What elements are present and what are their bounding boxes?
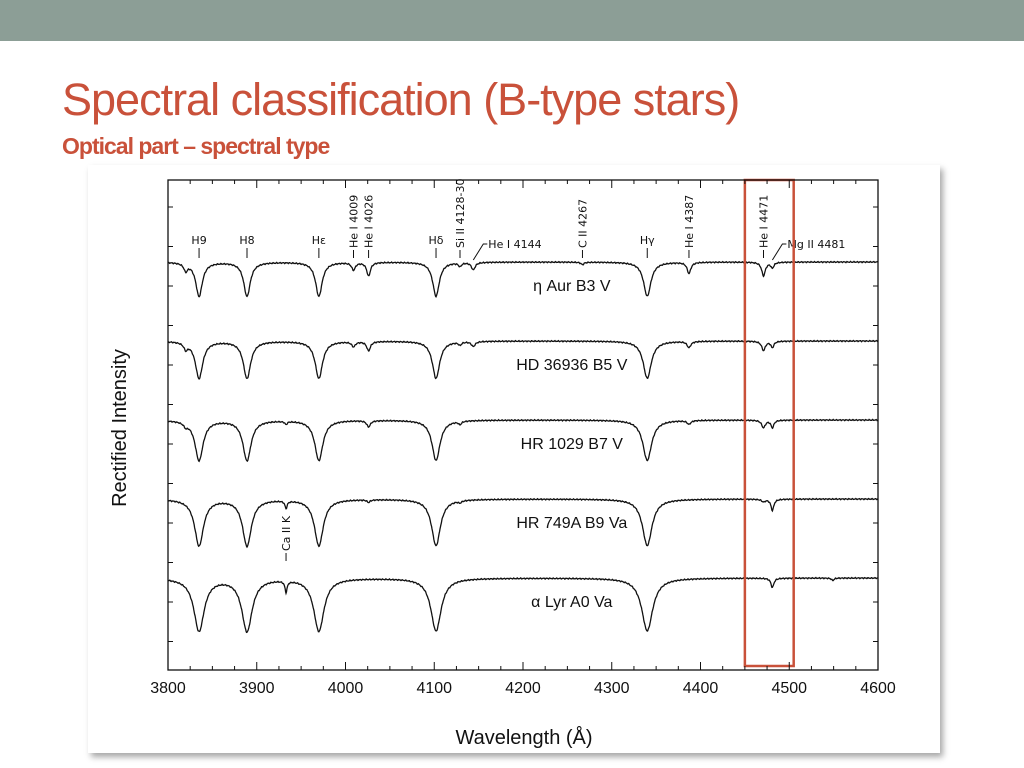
spectrum-label: HR 1029 B7 V (521, 436, 624, 453)
line-id-label: H9 (191, 234, 206, 247)
star-labels-layer: η Aur B3 V HD 36936 B5 V HR 1029 B7 V HR 74… (516, 278, 628, 611)
line-id-label: Mg II 4481 (787, 238, 845, 251)
line-id: H9 (191, 234, 207, 258)
line-id: C II 4267 (576, 199, 589, 258)
line-id-label: Si II 4128-30 (454, 179, 467, 248)
x-tick-label: 4500 (771, 680, 807, 697)
line-id-label: Ca II K (280, 515, 293, 551)
line-id-label: He I 4387 (683, 195, 696, 248)
spectrum-label: HR 749A B9 Va (516, 515, 627, 532)
x-tick-label: 4600 (860, 680, 896, 697)
x-tick-label: 4400 (683, 680, 719, 697)
line-id-layer: H9 H8 Hε He I 4009 He I 4026 Hδ Si II 4128-30 H… (191, 179, 845, 561)
line-id-label: H8 (239, 234, 254, 247)
x-tick-label: 4000 (328, 680, 364, 697)
spectra-layer (167, 260, 879, 634)
line-id: He I 4387 (683, 195, 696, 258)
line-id-label: C II 4267 (576, 199, 589, 248)
spectrum-label: HD 36936 B5 V (516, 357, 628, 374)
figure-card: H9 H8 Hε He I 4009 He I 4026 Hδ Si II 4128-30 H… (88, 165, 940, 753)
x-tick-label: 3900 (239, 680, 275, 697)
x-tick-label: 4300 (594, 680, 630, 697)
line-id: He I 4009 (347, 195, 360, 258)
line-id-label: He I 4144 (488, 238, 541, 251)
spectrum-line-3 (167, 418, 879, 463)
line-id: He I 4026 (363, 195, 376, 258)
spectrum-label: η Aur B3 V (533, 278, 611, 295)
x-axis-title: Wavelength (Å) (455, 726, 592, 749)
top-band (0, 0, 1024, 41)
spectrum-label: α Lyr A0 Va (531, 594, 612, 611)
line-id-label: Hε (312, 234, 326, 247)
line-id-label: He I 4026 (363, 195, 376, 248)
y-axis-title: Rectified Intensity (109, 349, 131, 507)
x-tick-label: 3800 (150, 680, 186, 697)
line-id: H8 (239, 234, 255, 258)
line-id: Hδ (429, 234, 444, 258)
line-id: He I 4144 (472, 238, 542, 261)
line-id: He I 4471 (758, 195, 771, 258)
slide-title: Spectral classification (B-type stars) (62, 74, 740, 125)
spectrum-line-4 (167, 497, 879, 549)
line-id: Hε (312, 234, 326, 258)
line-id: Hγ (640, 234, 655, 258)
spectrum-line-2 (167, 339, 879, 380)
line-id: Mg II 4481 (771, 238, 845, 261)
spectra-chart: H9 H8 Hε He I 4009 He I 4026 Hδ Si II 4128-30 H… (109, 178, 896, 749)
line-id: Ca II K (280, 515, 293, 561)
line-id-label: Hγ (640, 234, 655, 247)
spectrum-line-1 (167, 260, 879, 299)
line-id-label: He I 4009 (347, 195, 360, 248)
x-tick-label: 4200 (505, 680, 541, 697)
line-id-label: Hδ (429, 234, 444, 247)
line-id: Si II 4128-30 (454, 179, 467, 258)
axis-layer: 3800 3900 4000 4100 4200 4300 4400 4500 4600 (150, 178, 896, 697)
slide-subtitle: Optical part – spectral type (62, 133, 330, 159)
x-tick-label: 4100 (416, 680, 452, 697)
spectrum-line-5 (167, 576, 879, 634)
line-id-label: He I 4471 (758, 195, 771, 248)
